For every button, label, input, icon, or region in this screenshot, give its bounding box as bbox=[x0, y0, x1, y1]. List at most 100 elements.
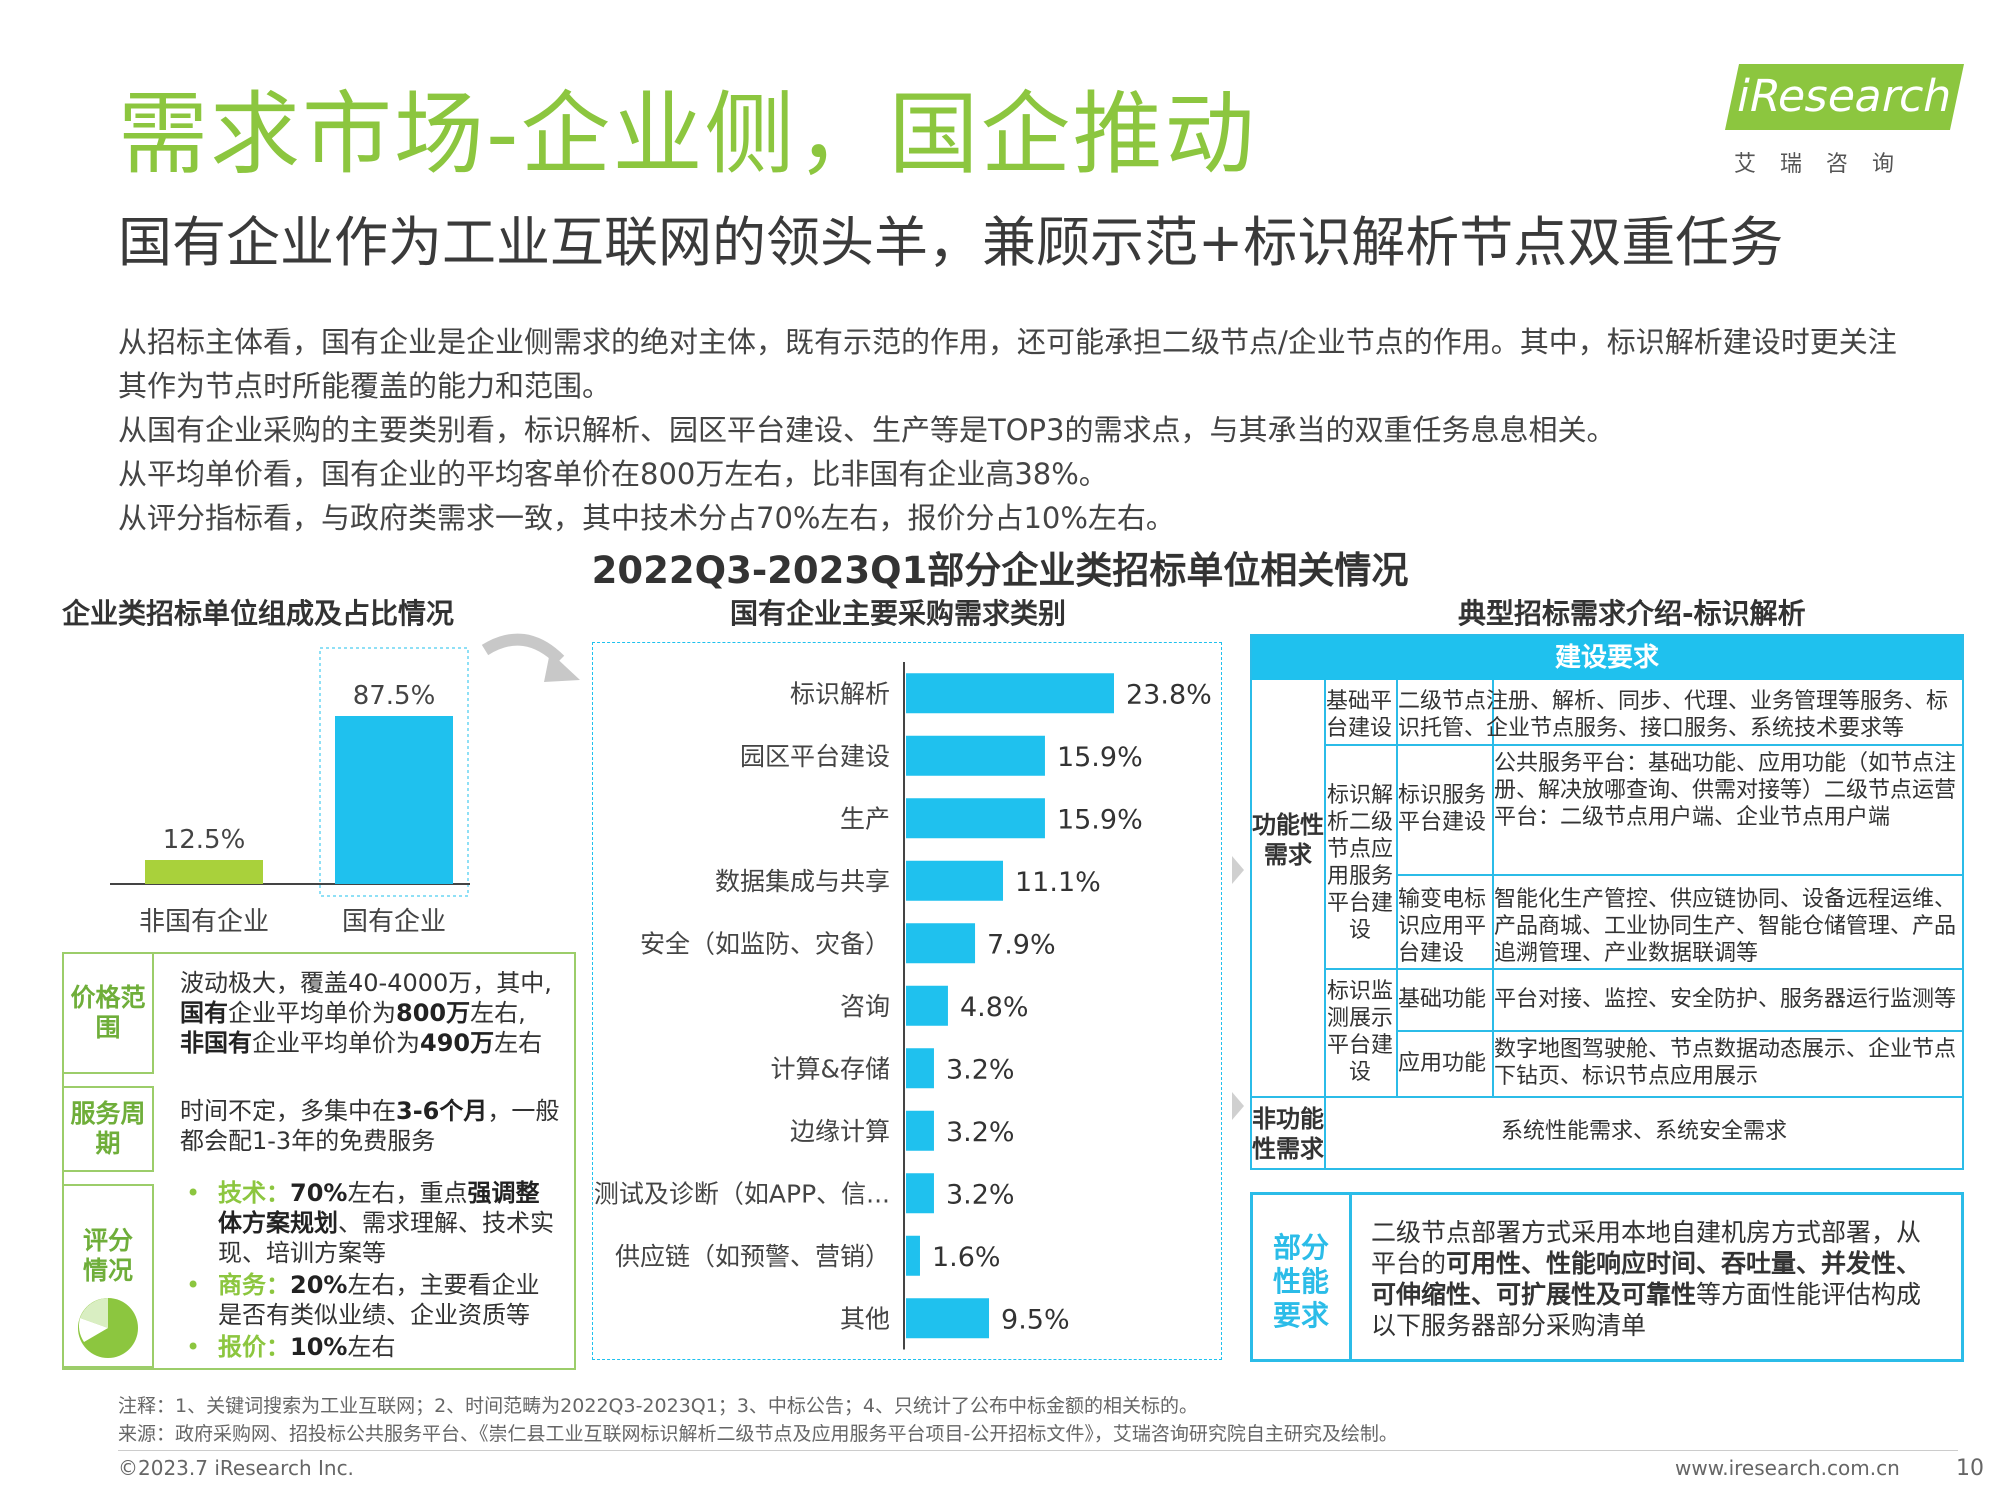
bar-value-label: 11.1% bbox=[1015, 867, 1101, 898]
service-span: ，一般都会配1-3年的免费服务 bbox=[180, 1097, 560, 1155]
bar-value-label: 3.2% bbox=[946, 1179, 1015, 1210]
score-bold: 70% bbox=[290, 1179, 348, 1207]
score-label-text: 评分情况 bbox=[82, 1226, 133, 1285]
score-bold: 强调整体方案规划 bbox=[218, 1179, 540, 1237]
score-key: 商务： bbox=[218, 1271, 290, 1299]
divider bbox=[1349, 1195, 1352, 1359]
score-key: 技术： bbox=[218, 1179, 290, 1207]
composition-chart: 12.5% 非国有企业 87.5% 国有企业 bbox=[110, 647, 470, 937]
bar-value-label: 23.8% bbox=[1126, 679, 1212, 710]
basic-platform-desc: 二级节点注册、解析、同步、代理、业务管理等服务、标识托管、企业节点服务、接口服务… bbox=[1398, 689, 1949, 741]
hbar-6 bbox=[906, 985, 948, 1026]
category-label: 测试及诊断（如APP、信... bbox=[594, 1179, 890, 1208]
bar-value-label: 9.5% bbox=[1001, 1304, 1070, 1335]
hbar-1 bbox=[906, 673, 1114, 714]
iresearch-logo: iResearch 艾瑞咨询 bbox=[1724, 62, 1965, 182]
category-label: 国有企业 bbox=[342, 907, 446, 937]
website-link[interactable]: www.iresearch.com.cn bbox=[1675, 1456, 1900, 1480]
chevron-right-icon bbox=[1232, 856, 1244, 884]
price-span: 左右, bbox=[470, 999, 526, 1027]
nonfunc-req-label: 非功能性需求 bbox=[1252, 1105, 1324, 1163]
score-item: 报价：10%左右 bbox=[182, 1332, 562, 1362]
page-number: 10 bbox=[1956, 1456, 1984, 1481]
category-label: 供应链（如预警、营销） bbox=[615, 1242, 890, 1271]
service-bold: 3-6个月 bbox=[396, 1097, 488, 1125]
bar-value-label: 15.9% bbox=[1057, 742, 1143, 773]
arrow-icon bbox=[481, 633, 580, 682]
intro-text: 从招标主体看，国有企业是企业侧需求的绝对主体，既有示范的作用，还可能承担二级节点… bbox=[118, 320, 1908, 540]
performance-label: 部分性能要求 bbox=[1272, 1231, 1329, 1332]
service-span: 时间不定，多集中在 bbox=[180, 1097, 396, 1125]
footer-divider bbox=[118, 1450, 1958, 1451]
chevron-right-icon bbox=[1232, 1092, 1244, 1120]
score-span: 左右 bbox=[347, 1333, 396, 1361]
page-title: 需求市场-企业侧，国企推动 bbox=[118, 82, 1257, 187]
price-line: 非国有企业平均单价为490万左右 bbox=[180, 1028, 570, 1058]
footnote-note: 注释：1、关键词搜索为工业互联网；2、时间范畴为2022Q3-2023Q1；3、… bbox=[118, 1395, 1199, 1417]
requirement-table: 建设要求 功能性需求 基础平台建设 二级节点注册、解析、同步、代理、业务管理等服… bbox=[1250, 634, 1964, 1170]
pie-icon bbox=[78, 1298, 138, 1358]
footnotes: 注释：1、关键词搜索为工业互联网；2、时间范畴为2022Q3-2023Q1；3、… bbox=[118, 1392, 1398, 1448]
basic-platform-label: 基础平台建设 bbox=[1326, 689, 1393, 741]
service-text: 时间不定，多集中在3-6个月，一般都会配1-3年的免费服务 bbox=[180, 1096, 560, 1156]
bar-value-label: 7.9% bbox=[987, 929, 1056, 960]
category-label: 其他 bbox=[840, 1304, 890, 1333]
score-item: 技术：70%左右，重点强调整体方案规划、需求理解、技术实现、培训方案等 bbox=[182, 1178, 562, 1268]
id-service-label: 标识服务平台建设 bbox=[1398, 783, 1487, 835]
category-label: 计算&存储 bbox=[771, 1054, 891, 1083]
hbar-7 bbox=[906, 1048, 934, 1089]
middle-panel-frame bbox=[592, 642, 1222, 1360]
score-span: 左右，主要看企业是否有类似业绩、企业资质等 bbox=[218, 1271, 540, 1329]
app-func-label: 应用功能 bbox=[1398, 1051, 1487, 1076]
bar-1 bbox=[145, 860, 263, 884]
price-bold: 非国有 bbox=[180, 1029, 252, 1057]
hbar-5 bbox=[906, 923, 976, 964]
id-service-desc: 公共服务平台：基础功能、应用功能（如节点注册、解决放哪查询、供需对接等）二级节点… bbox=[1494, 751, 1957, 830]
nonfunc-desc: 系统性能需求、系统安全需求 bbox=[1500, 1119, 1787, 1144]
left-panel-title: 企业类招标单位组成及占比情况 bbox=[62, 597, 455, 630]
middle-panel-title: 国有企业主要采购需求类别 bbox=[730, 597, 1067, 630]
score-bold: 20% bbox=[290, 1271, 348, 1299]
score-item: 商务：20%左右，主要看企业是否有类似业绩、企业资质等 bbox=[182, 1270, 562, 1330]
grid-line bbox=[1252, 1096, 1962, 1098]
basic-func-desc: 平台对接、监控、安全防护、服务器运行监测等 bbox=[1494, 987, 1957, 1012]
app-func-desc: 数字地图驾驶舱、节点数据动态展示、企业节点下钻页、标识节点应用展示 bbox=[1494, 1037, 1957, 1089]
category-bar-chart: 标识解析 23.8% 园区平台建设 15.9% 生产 15.9% 数据集成与共享 11.1% 安… bbox=[594, 662, 1212, 1350]
right-panel-title: 典型招标需求介绍-标识解析 bbox=[1458, 597, 1806, 630]
category-label: 生产 bbox=[840, 804, 890, 833]
intro-paragraph: 从国有企业采购的主要类别看，标识解析、园区平台建设、生产等是TOP3的需求点，与… bbox=[118, 413, 1616, 447]
service-label: 服务周期 bbox=[62, 1086, 154, 1172]
highlight-frame bbox=[319, 647, 469, 897]
bar-value-label: 15.9% bbox=[1057, 804, 1143, 835]
logo-text: iResearch bbox=[1724, 64, 1965, 130]
monitor-label: 标识监测展示平台建设 bbox=[1326, 979, 1393, 1085]
category-label: 咨询 bbox=[840, 992, 890, 1021]
grid-line bbox=[1492, 680, 1494, 1096]
category-label: 园区平台建设 bbox=[740, 742, 890, 771]
performance-text: 二级节点部署方式采用本地自建机房方式部署，从平台的可用性、性能响应时间、吞吐量、… bbox=[1371, 1217, 1941, 1341]
hbar-3 bbox=[906, 798, 1045, 839]
category-label: 数据集成与共享 bbox=[715, 867, 890, 896]
footnote-source: 来源：政府采购网、招投标公共服务平台、《崇仁县工业互联网标识解析二级节点及应用服… bbox=[118, 1423, 1398, 1445]
score-bold: 10% bbox=[290, 1333, 348, 1361]
hbar-2 bbox=[906, 735, 1045, 776]
grid-line bbox=[1324, 680, 1326, 1168]
price-text: 波动极大，覆盖40-4000万，其中, 国有企业平均单价为800万左右, 非国有… bbox=[180, 968, 570, 1058]
bar-value-label: 1.6% bbox=[932, 1242, 1001, 1273]
copyright: ©2023.7 iResearch Inc. bbox=[118, 1456, 354, 1480]
price-line: 国有企业平均单价为800万左右, bbox=[180, 998, 570, 1028]
grid-line bbox=[1396, 1030, 1962, 1032]
price-bold: 国有 bbox=[180, 999, 228, 1027]
price-line: 波动极大，覆盖40-4000万，其中, bbox=[180, 969, 552, 997]
perf-bold: 可用性、性能响应时间、吞吐量、并发性、可伸缩性、可扩展性及可靠性 bbox=[1371, 1249, 1922, 1309]
grid-line bbox=[1324, 744, 1962, 746]
category-label: 标识解析 bbox=[790, 679, 890, 708]
table-header: 建设要求 bbox=[1252, 636, 1962, 680]
price-bold: 800万 bbox=[396, 999, 471, 1027]
price-label: 价格范围 bbox=[62, 952, 154, 1074]
performance-requirement-box: 部分性能要求 二级节点部署方式采用本地自建机房方式部署，从平台的可用性、性能响应… bbox=[1250, 1192, 1964, 1362]
intro-paragraph: 从评分指标看，与政府类需求一致，其中技术分占70%左右，报价分占10%左右。 bbox=[118, 501, 1175, 535]
bar-value-label: 3.2% bbox=[946, 1117, 1015, 1148]
hbar-10 bbox=[906, 1235, 920, 1276]
hbar-11 bbox=[906, 1298, 990, 1339]
